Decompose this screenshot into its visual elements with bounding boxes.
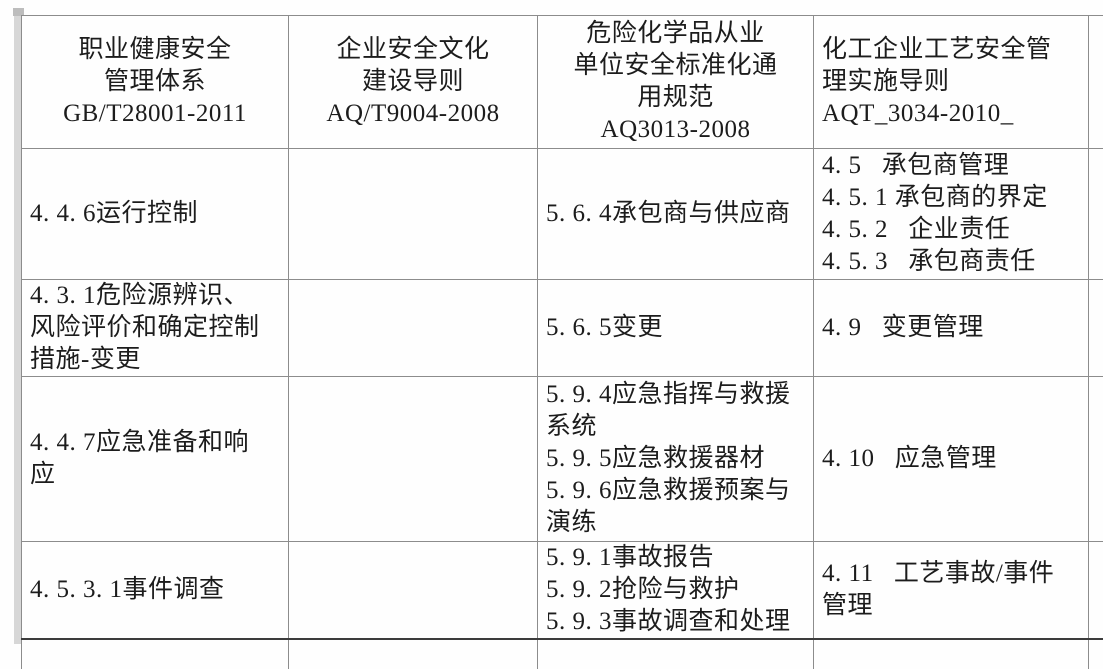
header-cutoff-column (1089, 16, 1103, 149)
cell-r2-c4: 4. 9 变更管理 (814, 280, 1089, 377)
table-row-hazard-identification-change: 4. 3. 1危险源辨识、 风险评价和确定控制 措施-变更 5. 6. 5变更 … (22, 280, 1103, 377)
cell-r1-c3: 5. 6. 4承包商与供应商 (538, 149, 814, 280)
scan-left-band (14, 8, 21, 644)
cell-r4-c3: 5. 9. 1事故报告 5. 9. 2抢险与救护 5. 9. 3事故调查和处理 (538, 542, 814, 640)
cell-r3-c4: 4. 10 应急管理 (814, 377, 1089, 542)
cell-r4-c5 (1089, 542, 1103, 640)
cell-r2-c2 (289, 280, 538, 377)
header-safety-culture-aqt9004: 企业安全文化 建设导则 AQ/T9004-2008 (289, 16, 538, 149)
cell-r1-c5 (1089, 149, 1103, 280)
table-row-operation-control: 4. 4. 6运行控制 5. 6. 4承包商与供应商 4. 5 承包商管理 4.… (22, 149, 1103, 280)
table-row-incident-investigation: 4. 5. 3. 1事件调查 5. 9. 1事故报告 5. 9. 2抢险与救护 … (22, 542, 1103, 640)
cell-r3-c5 (1089, 377, 1103, 542)
header-row: 职业健康安全 管理体系 GB/T28001-2011 企业安全文化 建设导则 A… (22, 16, 1103, 149)
cell-r3-c1: 4. 4. 7应急准备和响 应 (22, 377, 289, 542)
cell-r2-c3: 5. 6. 5变更 (538, 280, 814, 377)
cell-r4-c1: 4. 5. 3. 1事件调查 (22, 542, 289, 640)
table-row-emergency-preparedness: 4. 4. 7应急准备和响 应 5. 9. 4应急指挥与救援 系统 5. 9. … (22, 377, 1103, 542)
cell-r1-c1: 4. 4. 6运行控制 (22, 149, 289, 280)
standards-comparison-table: 职业健康安全 管理体系 GB/T28001-2011 企业安全文化 建设导则 A… (21, 15, 1103, 669)
cell-r2-c5 (1089, 280, 1103, 377)
cell-r4-c2 (289, 542, 538, 640)
cell-r2-c1: 4. 3. 1危险源辨识、 风险评价和确定控制 措施-变更 (22, 280, 289, 377)
header-ohsms-gbt28001: 职业健康安全 管理体系 GB/T28001-2011 (22, 16, 289, 149)
cell-r3-c2 (289, 377, 538, 542)
cell-r3-c3: 5. 9. 4应急指挥与救援 系统 5. 9. 5应急救援器材 5. 9. 6应… (538, 377, 814, 542)
cell-r4-c4: 4. 11 工艺事故/事件 管理 (814, 542, 1089, 640)
header-hazchem-standardization-aq3013: 危险化学品从业 单位安全标准化通 用规范 AQ3013-2008 (538, 16, 814, 149)
cell-r1-c4: 4. 5 承包商管理 4. 5. 1 承包商的界定 4. 5. 2 企业责任 4… (814, 149, 1089, 280)
header-process-safety-aqt3034: 化工企业工艺安全管 理实施导则 AQT_3034-2010_ (814, 16, 1089, 149)
cell-r1-c2 (289, 149, 538, 280)
